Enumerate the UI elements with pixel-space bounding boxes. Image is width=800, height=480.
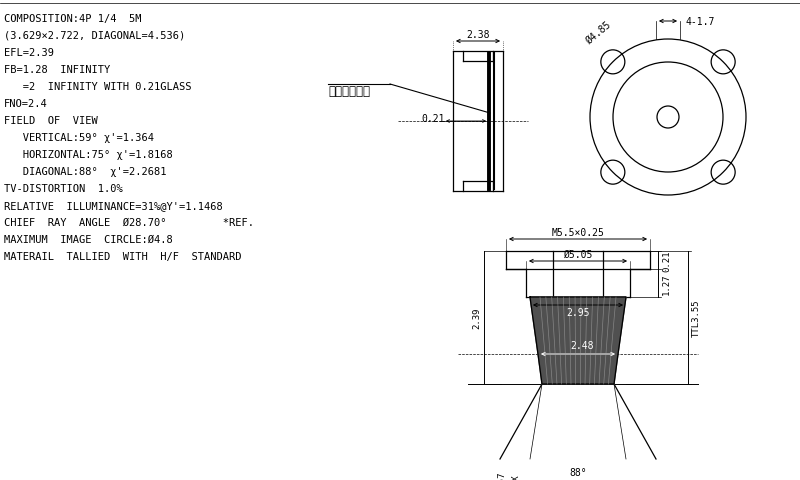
Text: 0.55MAX: 0.55MAX: [511, 473, 521, 480]
Text: 1.27: 1.27: [662, 273, 671, 294]
Text: DIAGONAL:88°  χ'=2.2681: DIAGONAL:88° χ'=2.2681: [4, 167, 166, 177]
Text: RELATIVE  ILLUMINANCE=31%@Y'=1.1468: RELATIVE ILLUMINANCE=31%@Y'=1.1468: [4, 201, 222, 211]
Text: 2.48: 2.48: [570, 340, 594, 350]
Text: 0.21: 0.21: [421, 114, 445, 124]
Text: CHIEF  RAY  ANGLE  Ø28.70°         *REF.: CHIEF RAY ANGLE Ø28.70° *REF.: [4, 217, 254, 228]
Text: FB=1.28  INFINITY: FB=1.28 INFINITY: [4, 65, 110, 75]
Text: =2  INFINITY WITH 0.21GLASS: =2 INFINITY WITH 0.21GLASS: [4, 82, 191, 92]
Text: 4-1.7: 4-1.7: [686, 17, 715, 27]
Text: Ø5.05: Ø5.05: [563, 250, 593, 260]
Text: FNO=2.4: FNO=2.4: [4, 99, 48, 109]
Text: TTL3.55: TTL3.55: [692, 299, 701, 336]
Text: MAXIMUM  IMAGE  CIRCLE:Ø4.8: MAXIMUM IMAGE CIRCLE:Ø4.8: [4, 235, 173, 244]
Text: FIELD  OF  VIEW: FIELD OF VIEW: [4, 116, 98, 126]
Polygon shape: [530, 298, 626, 384]
Text: (3.629×2.722, DIAGONAL=4.536): (3.629×2.722, DIAGONAL=4.536): [4, 31, 186, 41]
Text: Ø4.85: Ø4.85: [584, 20, 613, 47]
Text: 2.95: 2.95: [566, 307, 590, 317]
Text: 2.30: 2.30: [570, 390, 594, 400]
Text: 0.57: 0.57: [498, 471, 506, 480]
Text: 88°: 88°: [569, 467, 587, 477]
Text: 2.39: 2.39: [472, 307, 481, 329]
Text: COMPOSITION:4P 1/4  5M: COMPOSITION:4P 1/4 5M: [4, 14, 142, 24]
Text: VERTICAL:59° χ'=1.364: VERTICAL:59° χ'=1.364: [4, 133, 154, 143]
Text: 0.21: 0.21: [662, 250, 671, 271]
Text: 双米防水玻璃: 双米防水玻璃: [328, 85, 370, 98]
Text: EFL=2.39: EFL=2.39: [4, 48, 54, 58]
Text: M5.5×0.25: M5.5×0.25: [551, 228, 605, 238]
Text: 2.38: 2.38: [466, 30, 490, 40]
Text: HORIZONTAL:75° χ'=1.8168: HORIZONTAL:75° χ'=1.8168: [4, 150, 173, 160]
Text: MATERAIL  TALLIED  WITH  H/F  STANDARD: MATERAIL TALLIED WITH H/F STANDARD: [4, 252, 242, 262]
Text: TV-DISTORTION  1.0%: TV-DISTORTION 1.0%: [4, 184, 122, 193]
